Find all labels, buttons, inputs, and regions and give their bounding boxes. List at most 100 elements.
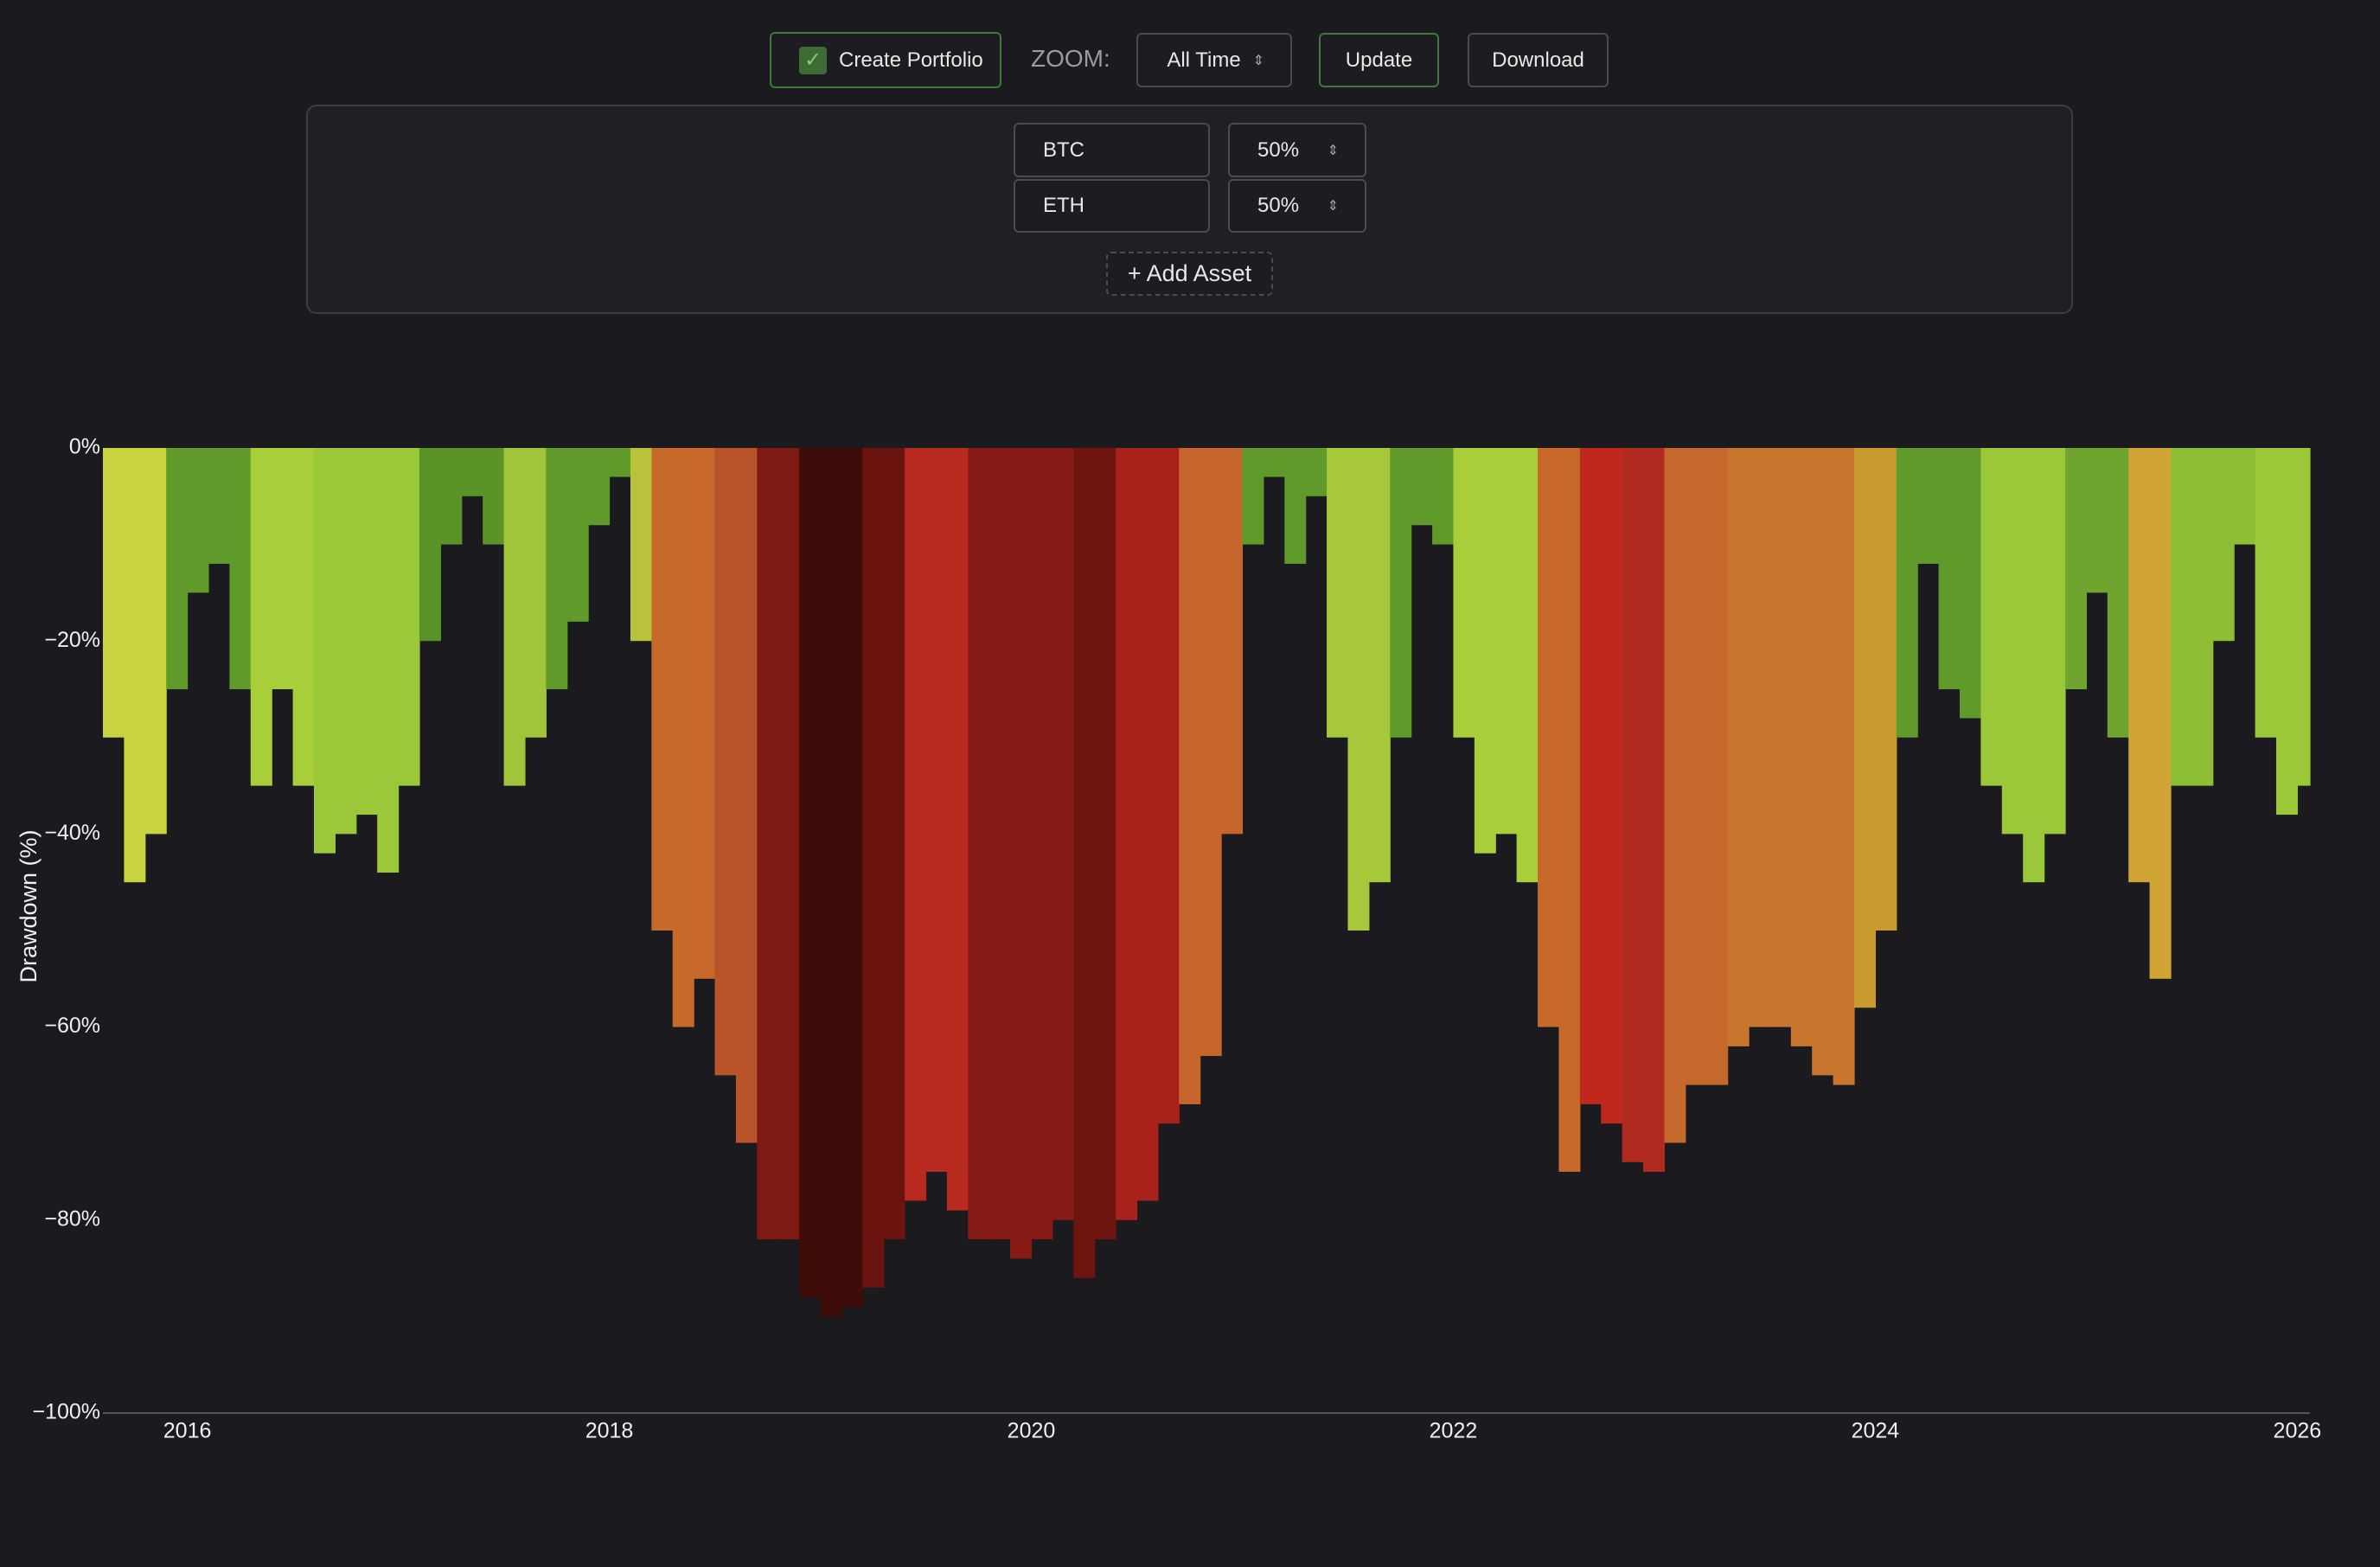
x-tick-label: 2024 [1852,1419,1900,1443]
y-tick-label: −40% [44,821,100,845]
x-tick-label: 2022 [1430,1419,1478,1443]
drawdown-bar [1157,448,1180,1124]
checkbox[interactable]: ✓ [799,46,827,74]
drawdown-bar [1073,448,1096,1278]
drawdown-bar [2086,448,2108,593]
drawdown-bar [694,448,716,979]
drawdown-bar [187,448,209,593]
drawdown-bar [1833,448,1855,1085]
drawdown-bar [1812,448,1834,1076]
drawdown-bar [2170,448,2192,786]
asset-input[interactable]: BTC [1014,123,1210,177]
drawdown-bar [799,448,822,1298]
download-label: Download [1492,48,1584,72]
drawdown-bar [1432,448,1455,545]
drawdown-bar [820,448,842,1317]
add-asset-button[interactable]: + Add Asset [1106,252,1273,296]
drawdown-bar [124,448,146,883]
asset-input[interactable]: ETH [1014,179,1210,233]
drawdown-bar [1601,448,1623,1124]
drawdown-bar [1917,448,1940,564]
drawdown-bar [2234,448,2256,545]
drawdown-bar [2191,448,2214,786]
drawdown-bar [714,448,737,1076]
drawdown-bar [440,448,463,545]
drawdown-bar [1558,448,1581,1172]
drawdown-bar [735,448,758,1143]
add-asset-label: + Add Asset [1127,260,1252,286]
select-arrow: ⇕ [1327,143,1339,158]
x-tick-label: 2016 [163,1419,212,1443]
drawdown-bar [630,448,652,642]
drawdown-bar [1242,448,1264,545]
asset-name: BTC [1043,138,1084,162]
drawdown-bar [1179,448,1201,1104]
drawdown-bar [1411,448,1433,526]
drawdown-bar [672,448,694,1027]
drawdown-bar [377,448,400,873]
drawdown-bar [968,448,990,1240]
drawdown-bar [1516,448,1539,883]
drawdown-bar [1453,448,1475,738]
drawdown-bar [1938,448,1961,689]
zoom-label: ZOOM: [1031,45,1110,72]
drawdown-bar [292,448,315,786]
drawdown-bar [1305,448,1328,496]
drawdown-bar [144,448,167,835]
weight-select[interactable]: 50% ⇕ [1228,179,1366,233]
drawdown-bar [1010,448,1033,1259]
select-arrow: ⇕ [1252,53,1264,68]
drawdown-bar [566,448,589,622]
drawdown-bar [1390,448,1412,738]
drawdown-bar [229,448,252,689]
drawdown-bar [2255,448,2277,738]
drawdown-bar [1031,448,1053,1240]
drawdown-bar [2128,448,2151,883]
drawdown-bar [883,448,905,1240]
drawdown-bar [1706,448,1729,1085]
zoom-select[interactable]: All Time ⇕ [1136,33,1292,87]
drawdown-bar [1495,448,1518,835]
drawdown-bar [1094,448,1116,1240]
drawdown-bar [1643,448,1666,1172]
drawdown-bar [2044,448,2066,835]
drawdown-bar [588,448,611,526]
drawdown-bar [355,448,378,815]
drawdown-bar [1221,448,1244,835]
create-portfolio-label: Create Portfolio [839,48,983,72]
drawdown-bar [1769,448,1792,1027]
drawdown-bar [398,448,420,786]
drawdown-bar [609,448,631,477]
drawdown-bar [1368,448,1391,883]
drawdown-bar [419,448,441,642]
drawdown-bar [988,448,1011,1240]
drawdown-bar [757,448,779,1240]
y-axis-label: Drawdown (%) [16,829,42,982]
drawdown-bar [862,448,885,1288]
drawdown-bar [1327,448,1349,738]
create-portfolio-button[interactable]: ✓ Create Portfolio [770,32,1001,88]
drawdown-bar [1685,448,1707,1085]
update-label: Update [1345,48,1413,72]
drawdown-bar [2064,448,2087,689]
drawdown-bar [503,448,526,786]
drawdown-bar [2212,448,2235,642]
update-button[interactable]: Update [1319,33,1439,87]
zoom-value: All Time [1167,48,1241,72]
drawdown-bar [1263,448,1285,477]
drawdown-bar [2275,448,2298,815]
asset-weight: 50% [1257,194,1300,217]
drawdown-bar [2023,448,2045,883]
drawdown-bar [1200,448,1222,1057]
drawdown-bar [313,448,336,854]
drawdown-bar [1284,448,1307,564]
drawdown-bar [103,448,125,738]
drawdown-bar [905,448,927,1201]
drawdown-bar [1579,448,1602,1104]
drawdown-bar [841,448,863,1308]
download-button[interactable]: Download [1468,33,1609,87]
weight-select[interactable]: 50% ⇕ [1228,123,1366,177]
y-tick-label: −20% [44,628,100,652]
asset-name: ETH [1043,194,1084,217]
